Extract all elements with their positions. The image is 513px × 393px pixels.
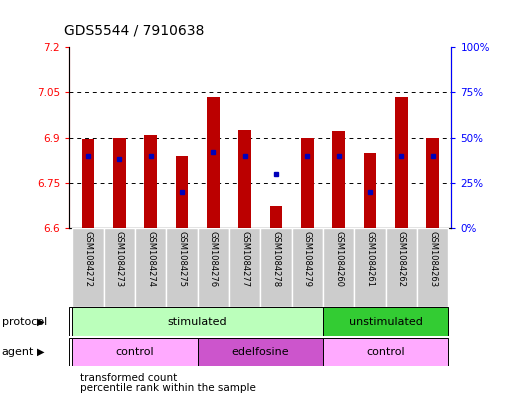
Bar [72, 307, 323, 336]
Bar [82, 139, 94, 228]
Bar [145, 135, 157, 228]
Text: GSM1084261: GSM1084261 [365, 231, 374, 287]
Text: control: control [116, 347, 154, 357]
Bar [198, 338, 323, 366]
Bar [198, 228, 229, 307]
Text: ▶: ▶ [37, 317, 45, 327]
Text: GSM1084262: GSM1084262 [397, 231, 406, 287]
Bar [166, 228, 198, 307]
Bar [292, 228, 323, 307]
Text: unstimulated: unstimulated [349, 317, 423, 327]
Bar [386, 228, 417, 307]
Bar [323, 307, 448, 336]
Text: percentile rank within the sample: percentile rank within the sample [80, 383, 255, 393]
Bar [207, 97, 220, 228]
Text: edelfosine: edelfosine [231, 347, 289, 357]
Bar [176, 156, 188, 228]
Text: ▶: ▶ [37, 347, 45, 357]
Text: GDS5544 / 7910638: GDS5544 / 7910638 [64, 23, 205, 37]
Bar [239, 130, 251, 228]
Bar [113, 138, 126, 228]
Bar [417, 228, 448, 307]
Text: stimulated: stimulated [168, 317, 227, 327]
Bar [301, 138, 313, 228]
Text: GSM1084274: GSM1084274 [146, 231, 155, 287]
Bar [135, 228, 166, 307]
Bar [364, 153, 376, 228]
Text: GSM1084260: GSM1084260 [334, 231, 343, 287]
Bar [72, 338, 198, 366]
Text: GSM1084277: GSM1084277 [240, 231, 249, 287]
Bar [323, 228, 354, 307]
Bar [332, 131, 345, 228]
Text: GSM1084279: GSM1084279 [303, 231, 312, 287]
Bar [323, 338, 448, 366]
Bar [229, 228, 261, 307]
Text: GSM1084278: GSM1084278 [271, 231, 281, 287]
Text: GSM1084275: GSM1084275 [177, 231, 187, 287]
Text: GSM1084263: GSM1084263 [428, 231, 437, 287]
Text: agent: agent [2, 347, 34, 357]
Bar [270, 206, 282, 228]
Text: GSM1084276: GSM1084276 [209, 231, 218, 287]
Bar [395, 97, 408, 228]
Text: transformed count: transformed count [80, 373, 177, 383]
Text: protocol: protocol [2, 317, 47, 327]
Bar [261, 228, 292, 307]
Bar [104, 228, 135, 307]
Text: control: control [366, 347, 405, 357]
Bar [72, 228, 104, 307]
Bar [354, 228, 386, 307]
Text: GSM1084273: GSM1084273 [115, 231, 124, 287]
Text: GSM1084272: GSM1084272 [84, 231, 92, 287]
Bar [426, 138, 439, 228]
